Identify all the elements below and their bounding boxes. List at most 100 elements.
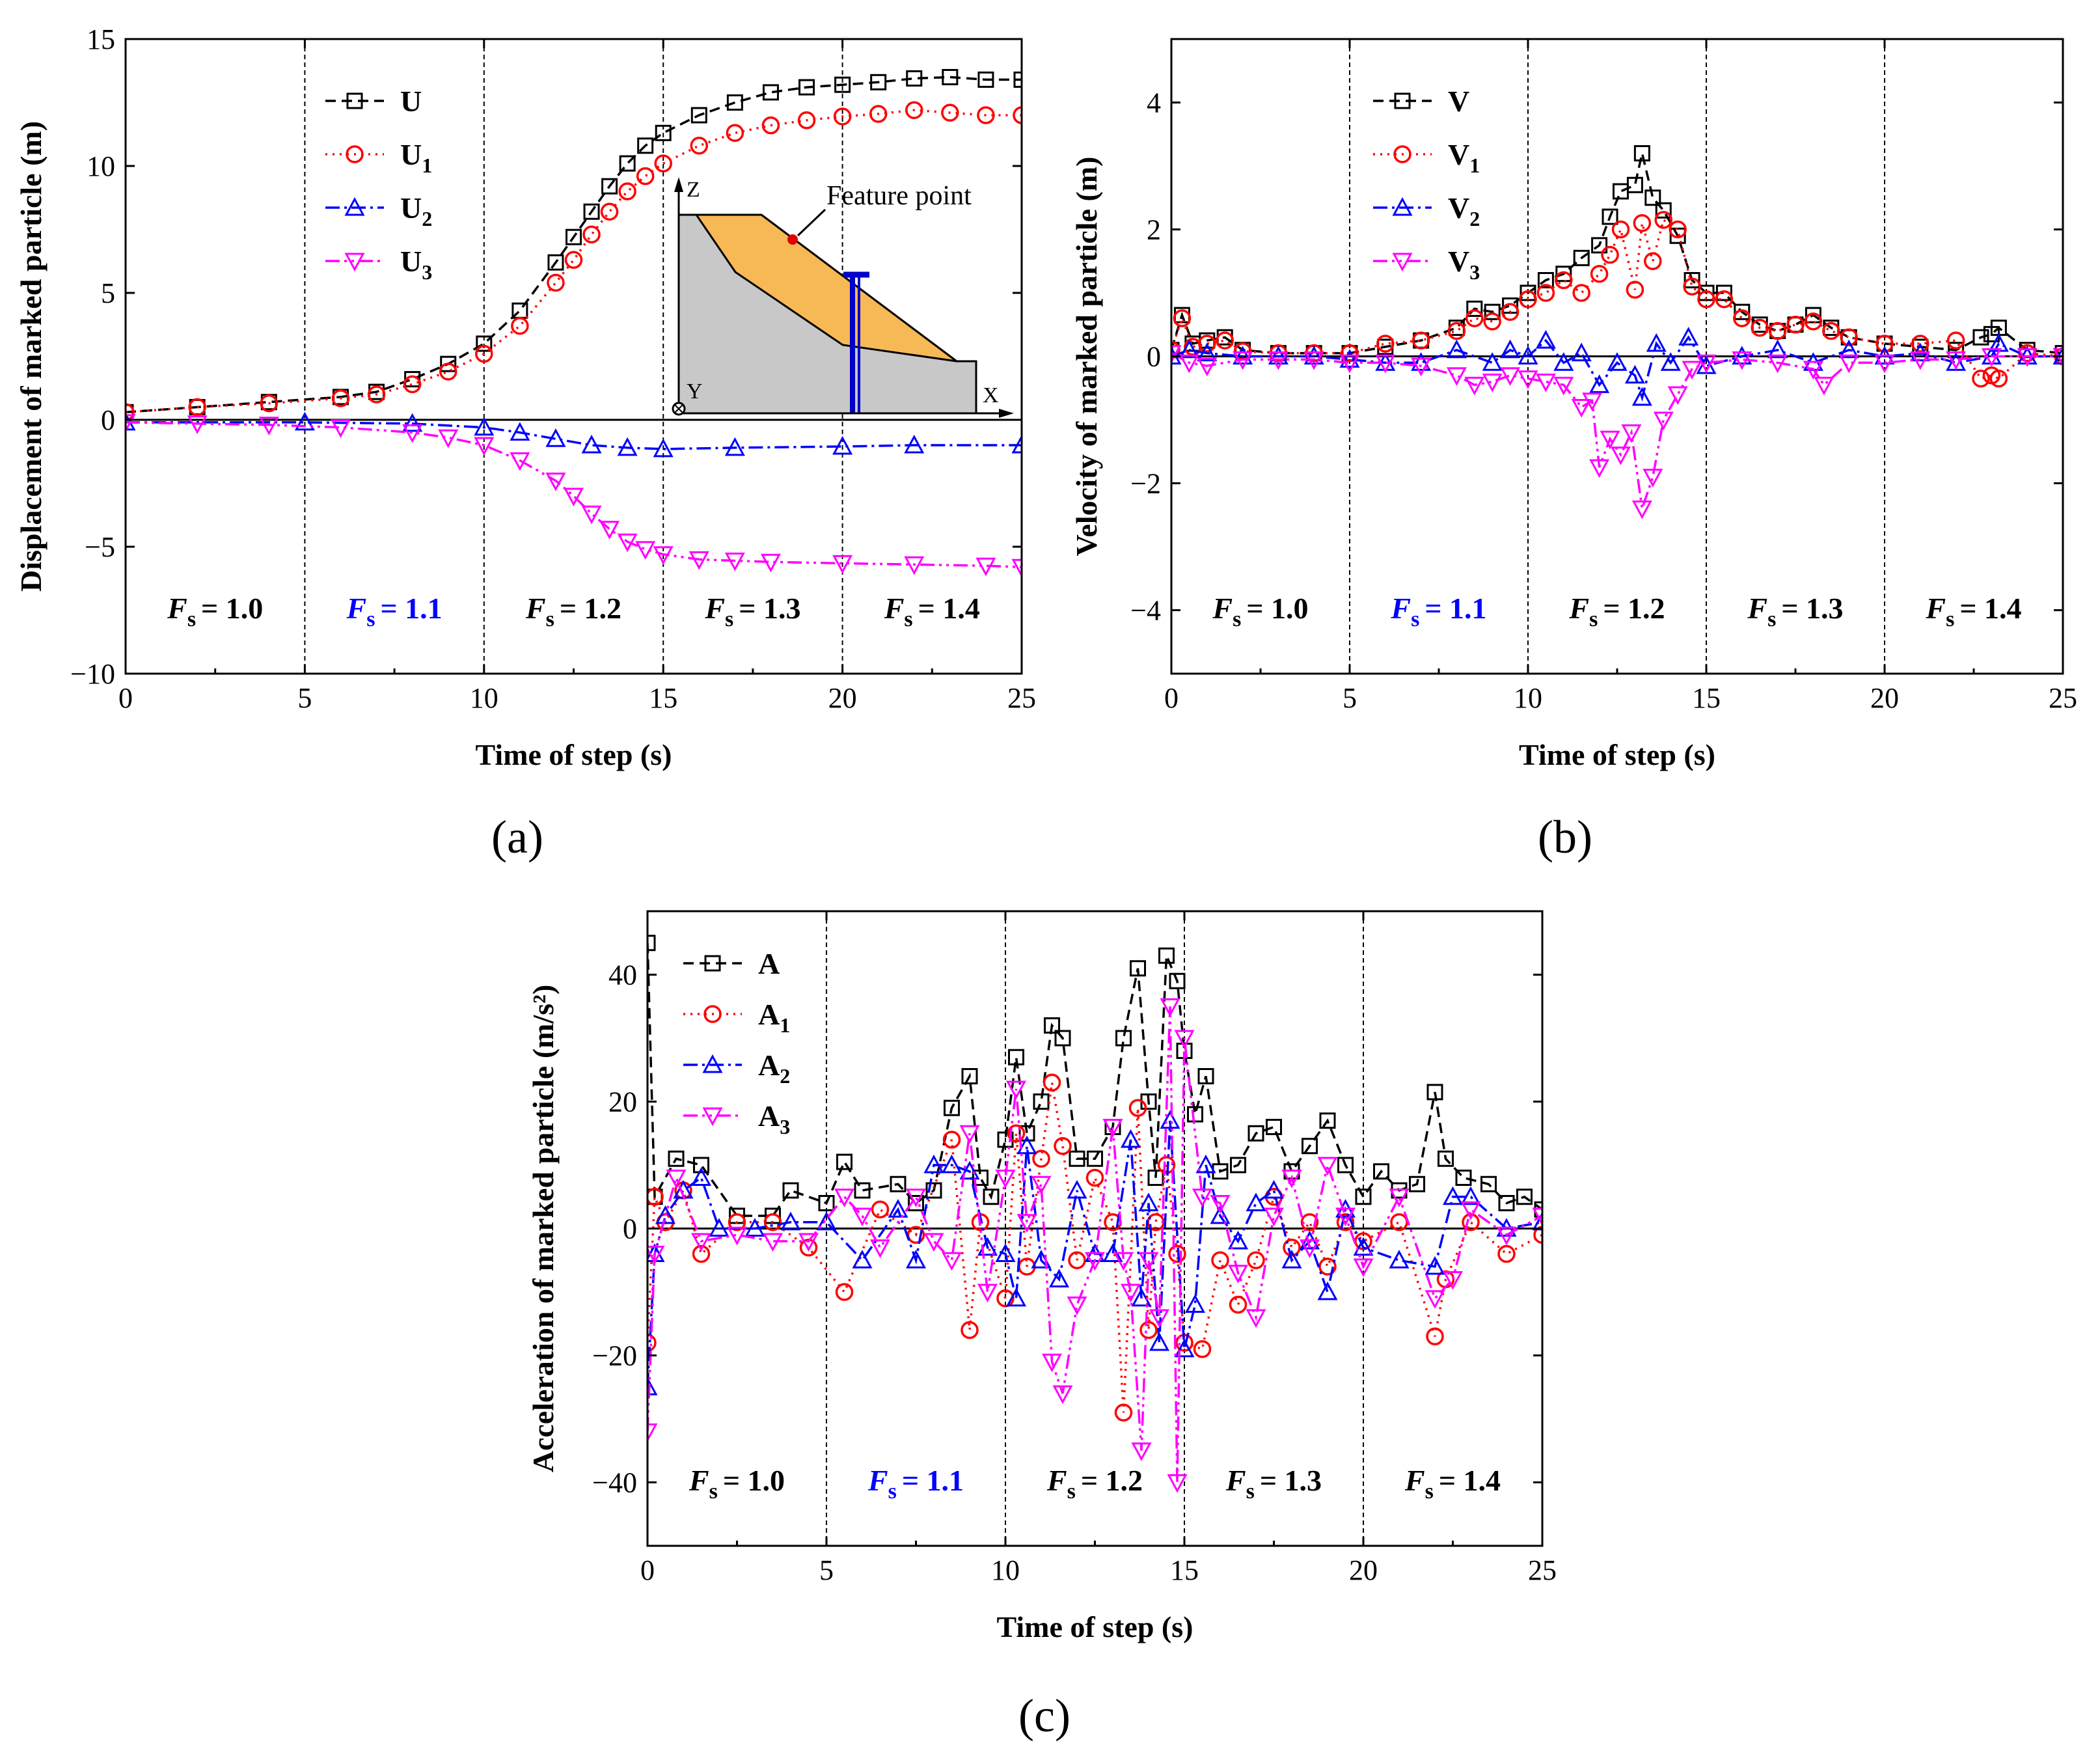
data-point-v: [1591, 237, 1608, 254]
data-point-v3: [1535, 374, 1556, 392]
data-point-a: [668, 1150, 685, 1167]
data-point-a: [925, 1182, 942, 1199]
legend-entry-u1: U1: [325, 138, 432, 177]
data-point-u1: [797, 111, 816, 130]
data-point-u3: [438, 429, 459, 448]
data-point-a2: [690, 1167, 712, 1186]
data-point-a3: [977, 1284, 998, 1303]
y-axis-title: Acceleration of marked particle (m/s²): [526, 985, 560, 1473]
legend-marker: [1394, 92, 1411, 109]
data-point-v3: [1375, 354, 1396, 374]
legend-label-subscript: 1: [780, 1013, 790, 1037]
data-point-u3: [187, 415, 208, 434]
data-point-u1: [941, 103, 959, 122]
stage-label-value: = 1.1: [902, 1464, 964, 1497]
data-point-a: [1230, 1157, 1246, 1174]
stage-label-subscript: s: [1067, 1479, 1076, 1504]
legend-marker: [703, 1005, 722, 1023]
y-tick-label: −10: [70, 658, 115, 690]
data-point-a3: [941, 1252, 962, 1271]
data-point-u1: [690, 137, 709, 155]
data-point-u1: [1013, 106, 1022, 124]
data-point-a3: [1120, 1284, 1141, 1303]
legend-label: U: [400, 85, 422, 118]
stage-label-subscript: s: [1589, 607, 1598, 631]
stage-label-1: Fs = 1.0: [689, 1464, 785, 1504]
data-point-u: [942, 69, 959, 85]
data-point-u1: [618, 182, 636, 200]
legend-label-name: V: [1448, 138, 1469, 171]
data-point-a2: [1174, 1338, 1195, 1358]
data-point-u3: [832, 555, 853, 574]
data-point-u3: [760, 553, 781, 573]
data-point-v2: [1678, 327, 1699, 346]
data-point-v2: [1646, 333, 1667, 352]
data-point-a: [648, 935, 656, 952]
data-point-v: [1602, 208, 1618, 225]
data-point-u: [583, 203, 600, 220]
data-point-a3: [1335, 1207, 1356, 1227]
data-point-v3: [1874, 354, 1895, 374]
slope-inset-diagram: Feature point Z X Y: [672, 177, 1014, 418]
data-point-u1: [367, 385, 386, 404]
x-axis-title: Time of step (s): [997, 1610, 1193, 1643]
data-point-a: [782, 1182, 799, 1199]
stage-label-symbol: F: [346, 592, 367, 625]
data-point-v1: [1341, 344, 1359, 363]
data-point-v1: [1447, 322, 1466, 340]
legend-marker: [1392, 253, 1413, 272]
data-point-u: [655, 124, 672, 141]
data-point-v: [1537, 272, 1554, 288]
data-point-u3: [653, 546, 674, 565]
data-point-a: [961, 1068, 978, 1084]
data-point-a3: [648, 1246, 665, 1265]
x-axis-title: Time of step (s): [476, 738, 672, 771]
y-tick-label: 15: [87, 23, 115, 55]
data-point-a3: [923, 1233, 944, 1252]
inset-z-label: Z: [687, 178, 700, 202]
data-point-v2: [1482, 352, 1503, 371]
data-point-u: [566, 228, 582, 245]
x-tick-label: 20: [1870, 682, 1899, 714]
data-point-a1: [1068, 1251, 1086, 1269]
data-point-v3: [1482, 374, 1503, 392]
data-point-a3: [1174, 1030, 1195, 1049]
data-point-a3: [1138, 1252, 1159, 1271]
data-point-u3: [330, 419, 351, 438]
data-point-a3: [1227, 1265, 1249, 1284]
legend-label-subscript: 2: [422, 207, 432, 230]
data-point-v3: [1571, 399, 1592, 418]
data-point-a3: [726, 1226, 748, 1246]
data-point-v: [1715, 284, 1732, 301]
data-point-u2: [581, 434, 602, 454]
stage-label-symbol: F: [704, 592, 725, 625]
stage-label-3: Fs = 1.2: [525, 592, 621, 631]
data-point-v3: [1981, 348, 2002, 367]
data-point-a2: [959, 1161, 980, 1180]
data-point-a: [1409, 1175, 1425, 1192]
stage-label-4: Fs = 1.3: [1747, 592, 1843, 631]
series-u3: [126, 414, 1022, 578]
stage-label-subscript: s: [1411, 607, 1419, 631]
data-point-u: [1013, 71, 1022, 88]
data-point-a2: [709, 1218, 730, 1237]
data-point-v2: [1446, 339, 1467, 359]
data-point-v1: [1216, 331, 1234, 350]
y-tick-label: 5: [101, 277, 115, 309]
data-point-a3: [690, 1233, 712, 1252]
sliding-mass: [694, 213, 957, 363]
stage-label-value: = 1.4: [1439, 1464, 1501, 1497]
data-point-a: [1147, 1170, 1164, 1186]
data-point-a3: [1084, 1252, 1106, 1271]
data-point-a: [1044, 1017, 1060, 1034]
data-point-a: [693, 1157, 709, 1174]
data-point-a2: [1016, 1135, 1037, 1155]
data-point-a: [908, 1195, 924, 1211]
data-point-a2: [1131, 1287, 1152, 1307]
data-point-a3: [869, 1239, 891, 1258]
legend-label: A: [758, 947, 780, 980]
stage-label-subscript: s: [1767, 607, 1776, 631]
inset-z-arrow: [674, 177, 683, 192]
data-point-a3: [1149, 1309, 1170, 1328]
data-point-v3: [1500, 367, 1521, 386]
